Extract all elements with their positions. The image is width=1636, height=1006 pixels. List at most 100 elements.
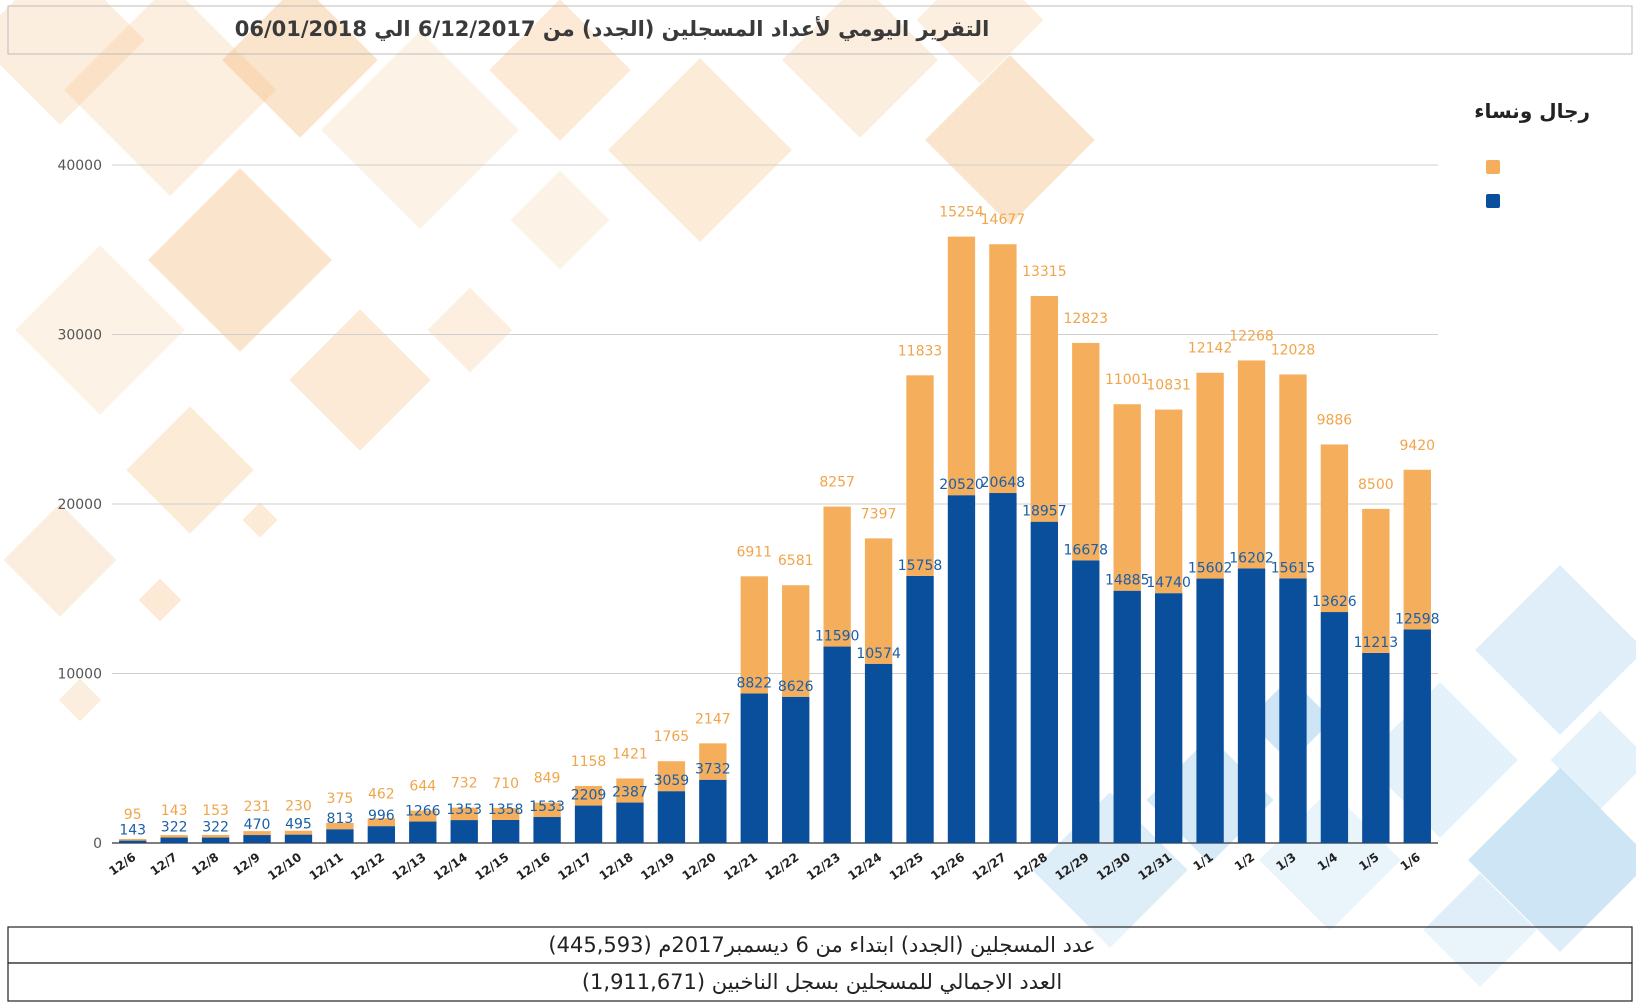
bar-segment-blue xyxy=(450,820,478,843)
bar-segment-orange xyxy=(823,506,851,647)
x-tick-label: 12/6 xyxy=(106,850,138,878)
bar-segment-blue xyxy=(782,696,810,843)
data-label-orange: 14677 xyxy=(981,212,1026,228)
y-tick-label: 10000 xyxy=(57,667,102,683)
bar-segment-blue xyxy=(160,837,188,843)
background-diamond xyxy=(58,678,102,722)
data-label-blue: 15615 xyxy=(1271,560,1316,576)
data-label-blue: 470 xyxy=(244,817,271,833)
bar-segment-blue xyxy=(326,829,354,843)
x-tick-label: 12/8 xyxy=(189,850,221,878)
data-label-blue: 2209 xyxy=(571,788,607,804)
data-label-blue: 996 xyxy=(368,808,395,824)
y-tick-label: 40000 xyxy=(57,158,102,174)
bar-segment-orange xyxy=(1279,374,1307,579)
x-tick-label: 12/16 xyxy=(514,850,553,883)
data-label-blue: 495 xyxy=(285,817,312,833)
data-label-blue: 3732 xyxy=(695,762,731,778)
data-label-orange: 8257 xyxy=(819,475,855,491)
x-tick-label: 12/17 xyxy=(555,850,594,883)
data-label-orange: 153 xyxy=(202,803,229,819)
x-tick-label: 12/15 xyxy=(472,850,511,883)
bars xyxy=(119,236,1431,843)
x-tick-label: 12/11 xyxy=(307,850,346,883)
data-label-blue: 1353 xyxy=(446,802,482,818)
x-tick-label: 12/23 xyxy=(804,850,843,883)
data-label-orange: 732 xyxy=(451,776,478,792)
bar-segment-blue xyxy=(119,840,147,843)
data-label-orange: 6581 xyxy=(778,553,814,569)
legend-swatch xyxy=(1486,160,1500,174)
bar-segment-orange xyxy=(201,834,230,838)
bar-segment-orange xyxy=(1072,342,1100,561)
data-label-orange: 644 xyxy=(409,779,436,795)
y-tick-label: 0 xyxy=(93,836,102,852)
bar-segment-blue xyxy=(740,693,768,843)
bar-segment-orange xyxy=(657,761,686,792)
bar-segment-orange xyxy=(1154,409,1183,594)
data-label-orange: 12028 xyxy=(1271,342,1316,358)
x-tick-label: 12/14 xyxy=(431,850,470,883)
data-label-blue: 12598 xyxy=(1395,611,1440,627)
bar-segment-orange xyxy=(1030,295,1059,522)
bar-segment-orange xyxy=(782,585,810,697)
background-diamond xyxy=(1468,768,1636,952)
footer: عدد المسجلين (الجدد) ابتداء من 6 ديسمبر2… xyxy=(7,926,1633,1002)
bar-segment-orange xyxy=(243,831,271,836)
data-label-orange: 9886 xyxy=(1317,412,1353,428)
x-tick-label: 12/13 xyxy=(390,850,429,883)
bar-segment-blue xyxy=(1072,560,1100,843)
data-label-orange: 230 xyxy=(285,799,312,815)
data-label-blue: 14885 xyxy=(1105,573,1150,589)
bar-segment-blue xyxy=(1196,578,1224,843)
bar-segment-orange xyxy=(1403,469,1431,630)
footer-registered-total: العدد الاجمالي للمسجلين بسجل الناخبين (1… xyxy=(582,970,1062,994)
bar-segment-blue xyxy=(1030,521,1059,843)
bar-segment-blue xyxy=(657,791,686,843)
data-label-orange: 10831 xyxy=(1146,378,1191,394)
bar-segment-blue xyxy=(409,821,437,843)
data-label-blue: 2387 xyxy=(612,785,648,801)
footer-registered-new: عدد المسجلين (الجدد) ابتداء من 6 ديسمبر2… xyxy=(548,933,1095,957)
bar-segment-orange xyxy=(906,375,934,576)
x-tick-label: 12/18 xyxy=(597,850,636,883)
data-label-blue: 10574 xyxy=(856,646,901,662)
data-labels: 1439532214332215347023149523081337599646… xyxy=(119,205,1439,839)
data-label-blue: 15602 xyxy=(1188,561,1233,577)
data-label-orange: 710 xyxy=(492,776,519,792)
data-label-blue: 1266 xyxy=(405,804,441,820)
x-tick-label: 12/9 xyxy=(231,850,263,878)
x-axis: 12/6 12/7 12/8 12/9 12/10 12/11 12/12 12/13 12/1… xyxy=(106,850,1423,883)
x-tick-label: 12/26 xyxy=(928,850,967,883)
bar-segment-blue xyxy=(201,837,230,843)
bar-segment-orange xyxy=(119,838,147,841)
y-tick-label: 20000 xyxy=(57,497,102,513)
data-label-orange: 231 xyxy=(244,799,271,815)
x-tick-label: 12/12 xyxy=(348,850,387,883)
x-tick-label: 12/10 xyxy=(265,850,304,883)
data-label-blue: 13626 xyxy=(1312,594,1357,610)
x-tick-label: 12/19 xyxy=(638,850,677,883)
bar-segment-orange xyxy=(284,830,313,835)
bar-segment-blue xyxy=(1362,652,1390,843)
x-tick-label: 1/6 xyxy=(1398,850,1423,874)
bar-segment-orange xyxy=(947,236,976,496)
data-label-blue: 1358 xyxy=(488,802,524,818)
bar-segment-orange xyxy=(326,822,354,830)
data-label-orange: 11001 xyxy=(1105,372,1150,388)
background-diamond xyxy=(63,0,277,197)
bar-segment-blue xyxy=(1320,612,1349,843)
data-label-blue: 16202 xyxy=(1229,550,1274,566)
bar-segment-orange xyxy=(864,538,893,664)
data-label-orange: 12268 xyxy=(1229,328,1274,344)
data-label-orange: 1158 xyxy=(571,754,607,770)
bar-segment-orange xyxy=(367,818,396,827)
x-tick-label: 12/22 xyxy=(762,850,801,883)
data-label-orange: 12142 xyxy=(1188,341,1233,357)
bar-segment-blue xyxy=(823,646,851,843)
background-diamond xyxy=(1550,710,1636,810)
data-label-orange: 375 xyxy=(327,791,354,807)
x-tick-label: 12/24 xyxy=(845,850,884,883)
bar-segment-orange xyxy=(1362,508,1390,653)
